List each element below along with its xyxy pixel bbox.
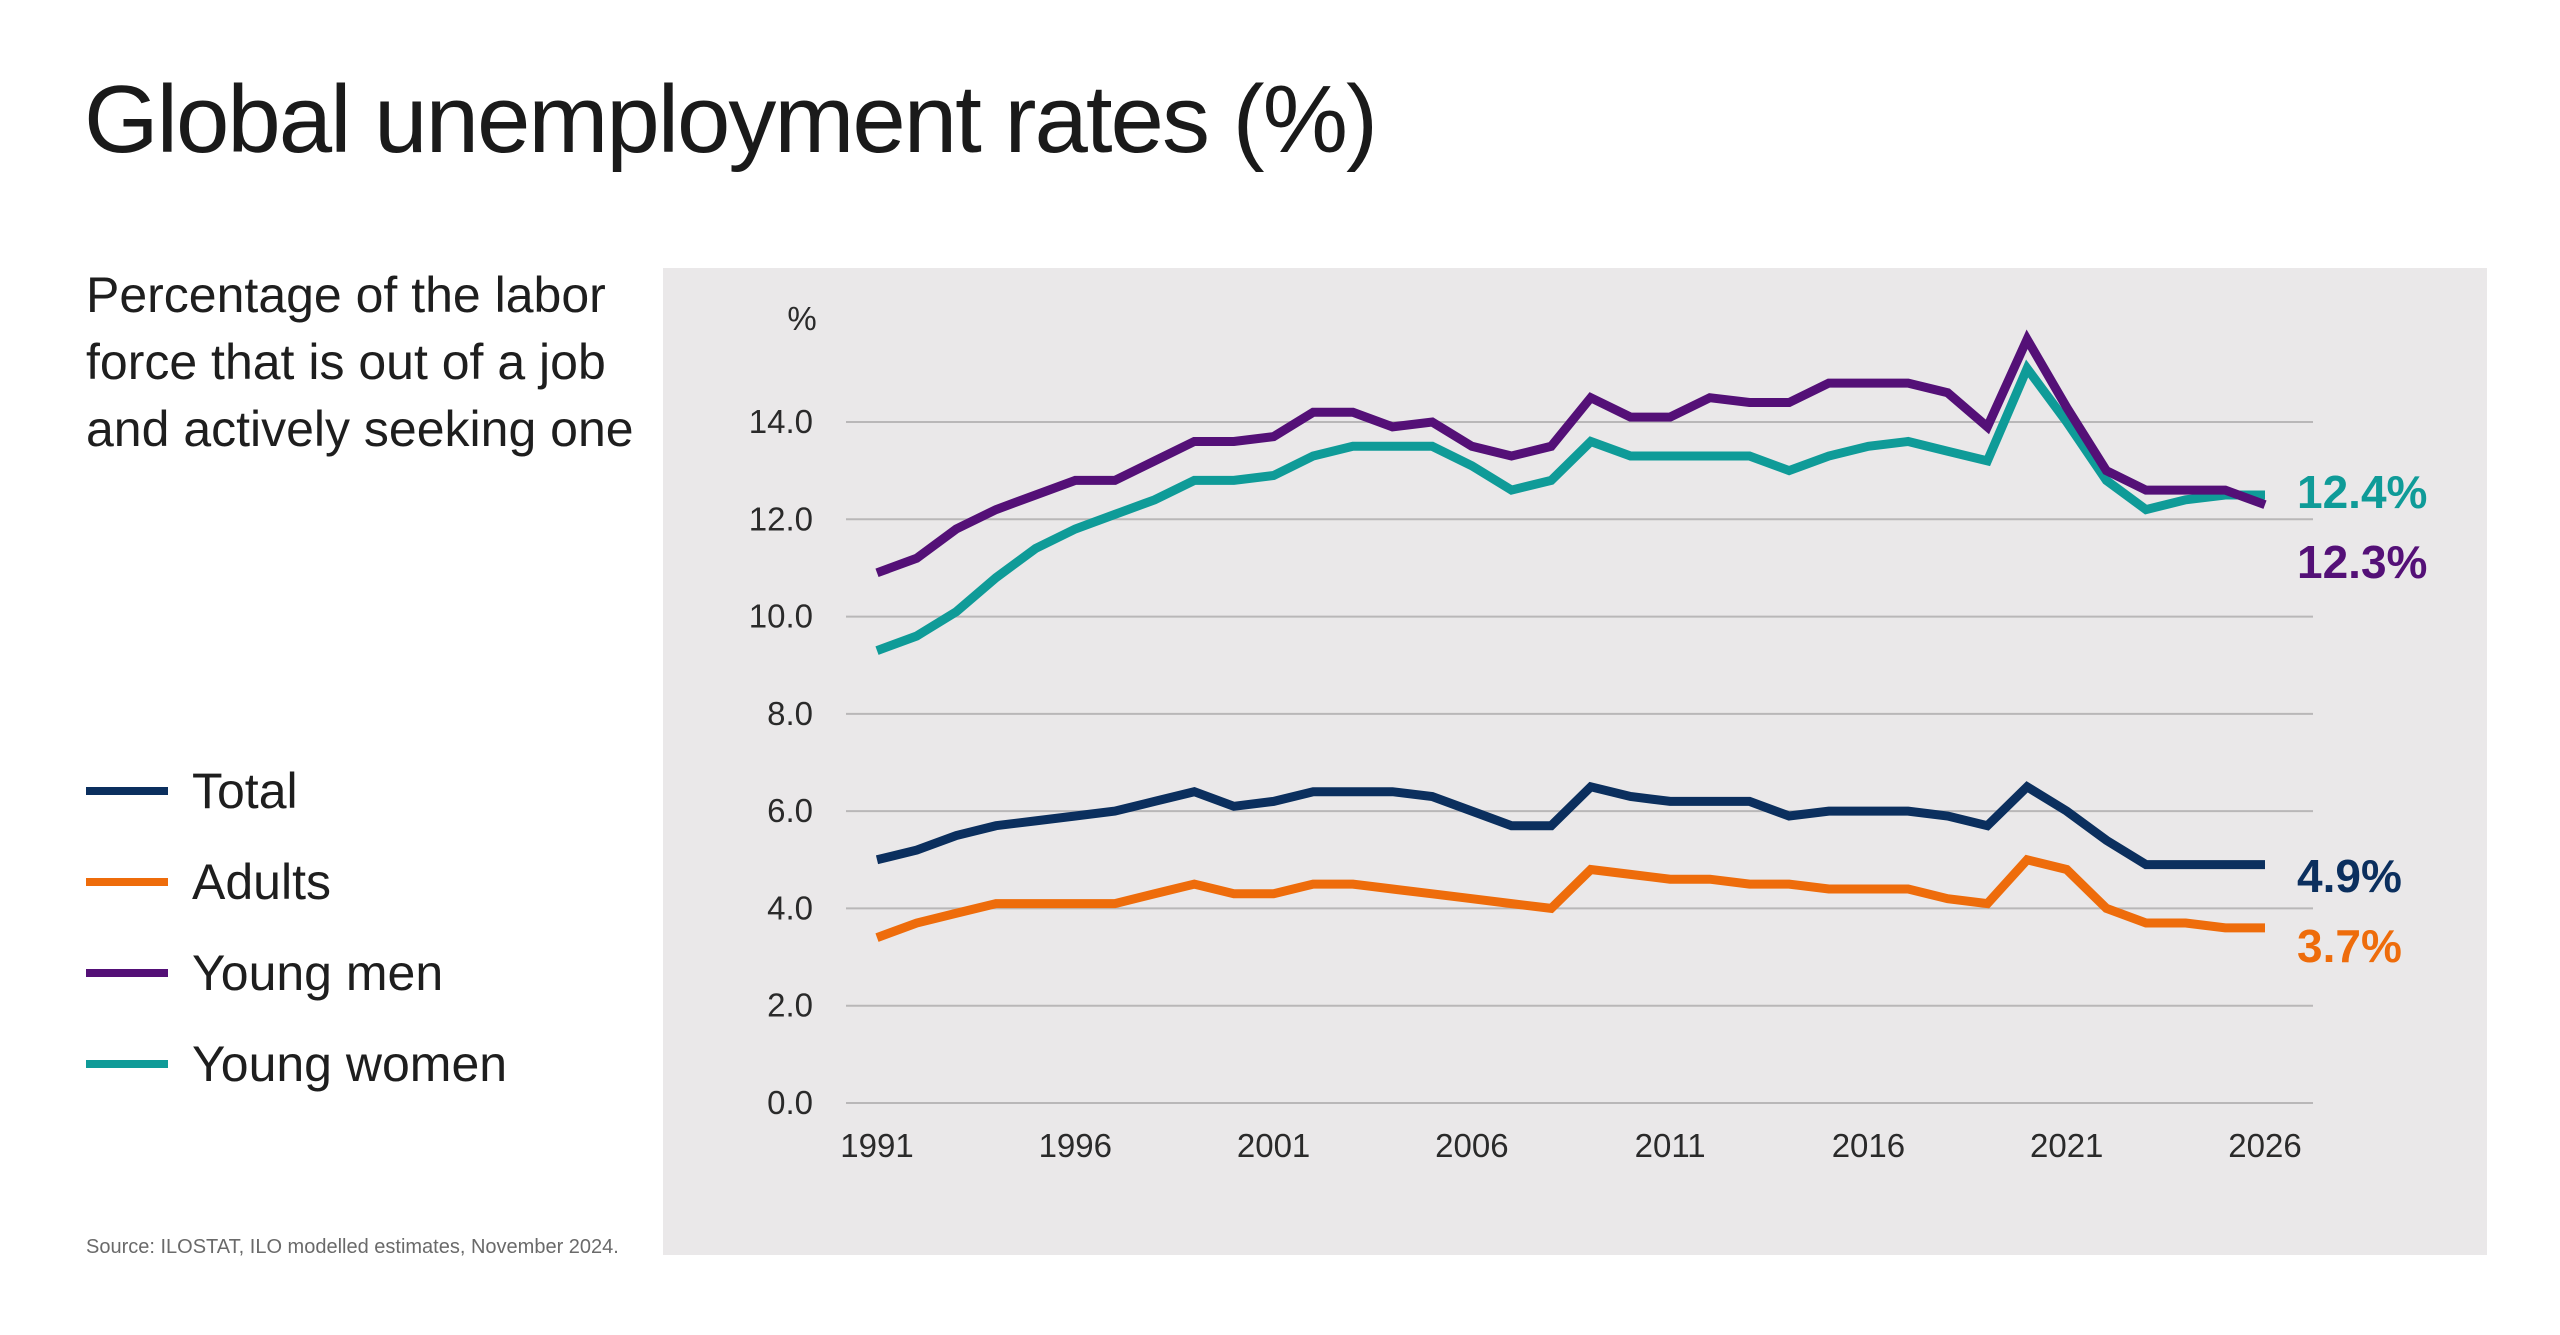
legend-swatch-total bbox=[86, 786, 168, 795]
legend-label-total: Total bbox=[192, 762, 298, 819]
legend-swatch-young-women bbox=[86, 1059, 168, 1068]
legend-label-adults: Adults bbox=[192, 853, 331, 910]
series-lines bbox=[875, 329, 2267, 942]
y-tick-label: 0.0 bbox=[767, 1084, 813, 1121]
y-tick-label: 8.0 bbox=[767, 695, 813, 732]
y-tick-label: 10.0 bbox=[749, 598, 813, 635]
series-line-young-men bbox=[875, 329, 2267, 578]
legend-item-adults: Adults bbox=[86, 836, 507, 927]
gridlines bbox=[846, 421, 2313, 1104]
end-label-young-men: 12.3% bbox=[2297, 536, 2427, 588]
chart-panel: % 0.0 2.0 4.0 6.0 8.0 10.0 12.0 14.0 1991 1996 20… bbox=[663, 268, 2487, 1255]
y-tick-label: 2.0 bbox=[767, 987, 813, 1024]
y-axis-ticks: 0.0 2.0 4.0 6.0 8.0 10.0 12.0 14.0 bbox=[749, 403, 813, 1121]
legend-swatch-young-men bbox=[86, 968, 168, 977]
x-tick-label: 2011 bbox=[1635, 1127, 1706, 1164]
chart-subtitle: Percentage of the labor force that is ou… bbox=[86, 267, 634, 457]
x-tick-label: 1991 bbox=[840, 1127, 913, 1164]
end-label-total: 4.9% bbox=[2297, 850, 2402, 902]
legend-swatch-adults bbox=[86, 877, 168, 886]
chart-title: Global unemployment rates (%) bbox=[84, 66, 1378, 173]
series-line-young-women bbox=[875, 359, 2265, 655]
series-line-adults bbox=[875, 854, 2265, 942]
y-axis-unit-label: % bbox=[787, 300, 816, 337]
series-line-total bbox=[875, 781, 2265, 870]
legend-item-young-women: Young women bbox=[86, 1018, 507, 1109]
end-labels: 4.9% 3.7% 12.3% 12.4% bbox=[2297, 466, 2427, 972]
source-note: Source: ILOSTAT, ILO modelled estimates,… bbox=[86, 1236, 619, 1258]
legend-label-young-men: Young men bbox=[192, 944, 444, 1001]
legend-item-total: Total bbox=[86, 745, 507, 836]
legend-label-young-women: Young women bbox=[192, 1035, 508, 1092]
x-tick-label: 2006 bbox=[1435, 1127, 1508, 1164]
legend: Total Adults Young men Young women bbox=[86, 745, 507, 1109]
line-chart: % 0.0 2.0 4.0 6.0 8.0 10.0 12.0 14.0 1991 1996 20… bbox=[749, 300, 2428, 1164]
x-tick-label: 2021 bbox=[2030, 1127, 2103, 1164]
y-tick-label: 12.0 bbox=[749, 500, 813, 537]
end-label-young-women: 12.4% bbox=[2297, 466, 2427, 518]
y-tick-label: 6.0 bbox=[767, 792, 813, 829]
x-tick-label: 2001 bbox=[1237, 1127, 1310, 1164]
x-tick-label: 1996 bbox=[1039, 1127, 1112, 1164]
x-tick-label: 2026 bbox=[2228, 1127, 2301, 1164]
y-tick-label: 14.0 bbox=[749, 403, 813, 440]
end-label-adults: 3.7% bbox=[2297, 920, 2402, 972]
y-tick-label: 4.0 bbox=[767, 889, 813, 926]
x-axis-ticks: 1991 1996 2001 2006 2011 2016 2021 2026 bbox=[840, 1127, 2301, 1164]
legend-item-young-men: Young men bbox=[86, 927, 507, 1018]
x-tick-label: 2016 bbox=[1832, 1127, 1905, 1164]
